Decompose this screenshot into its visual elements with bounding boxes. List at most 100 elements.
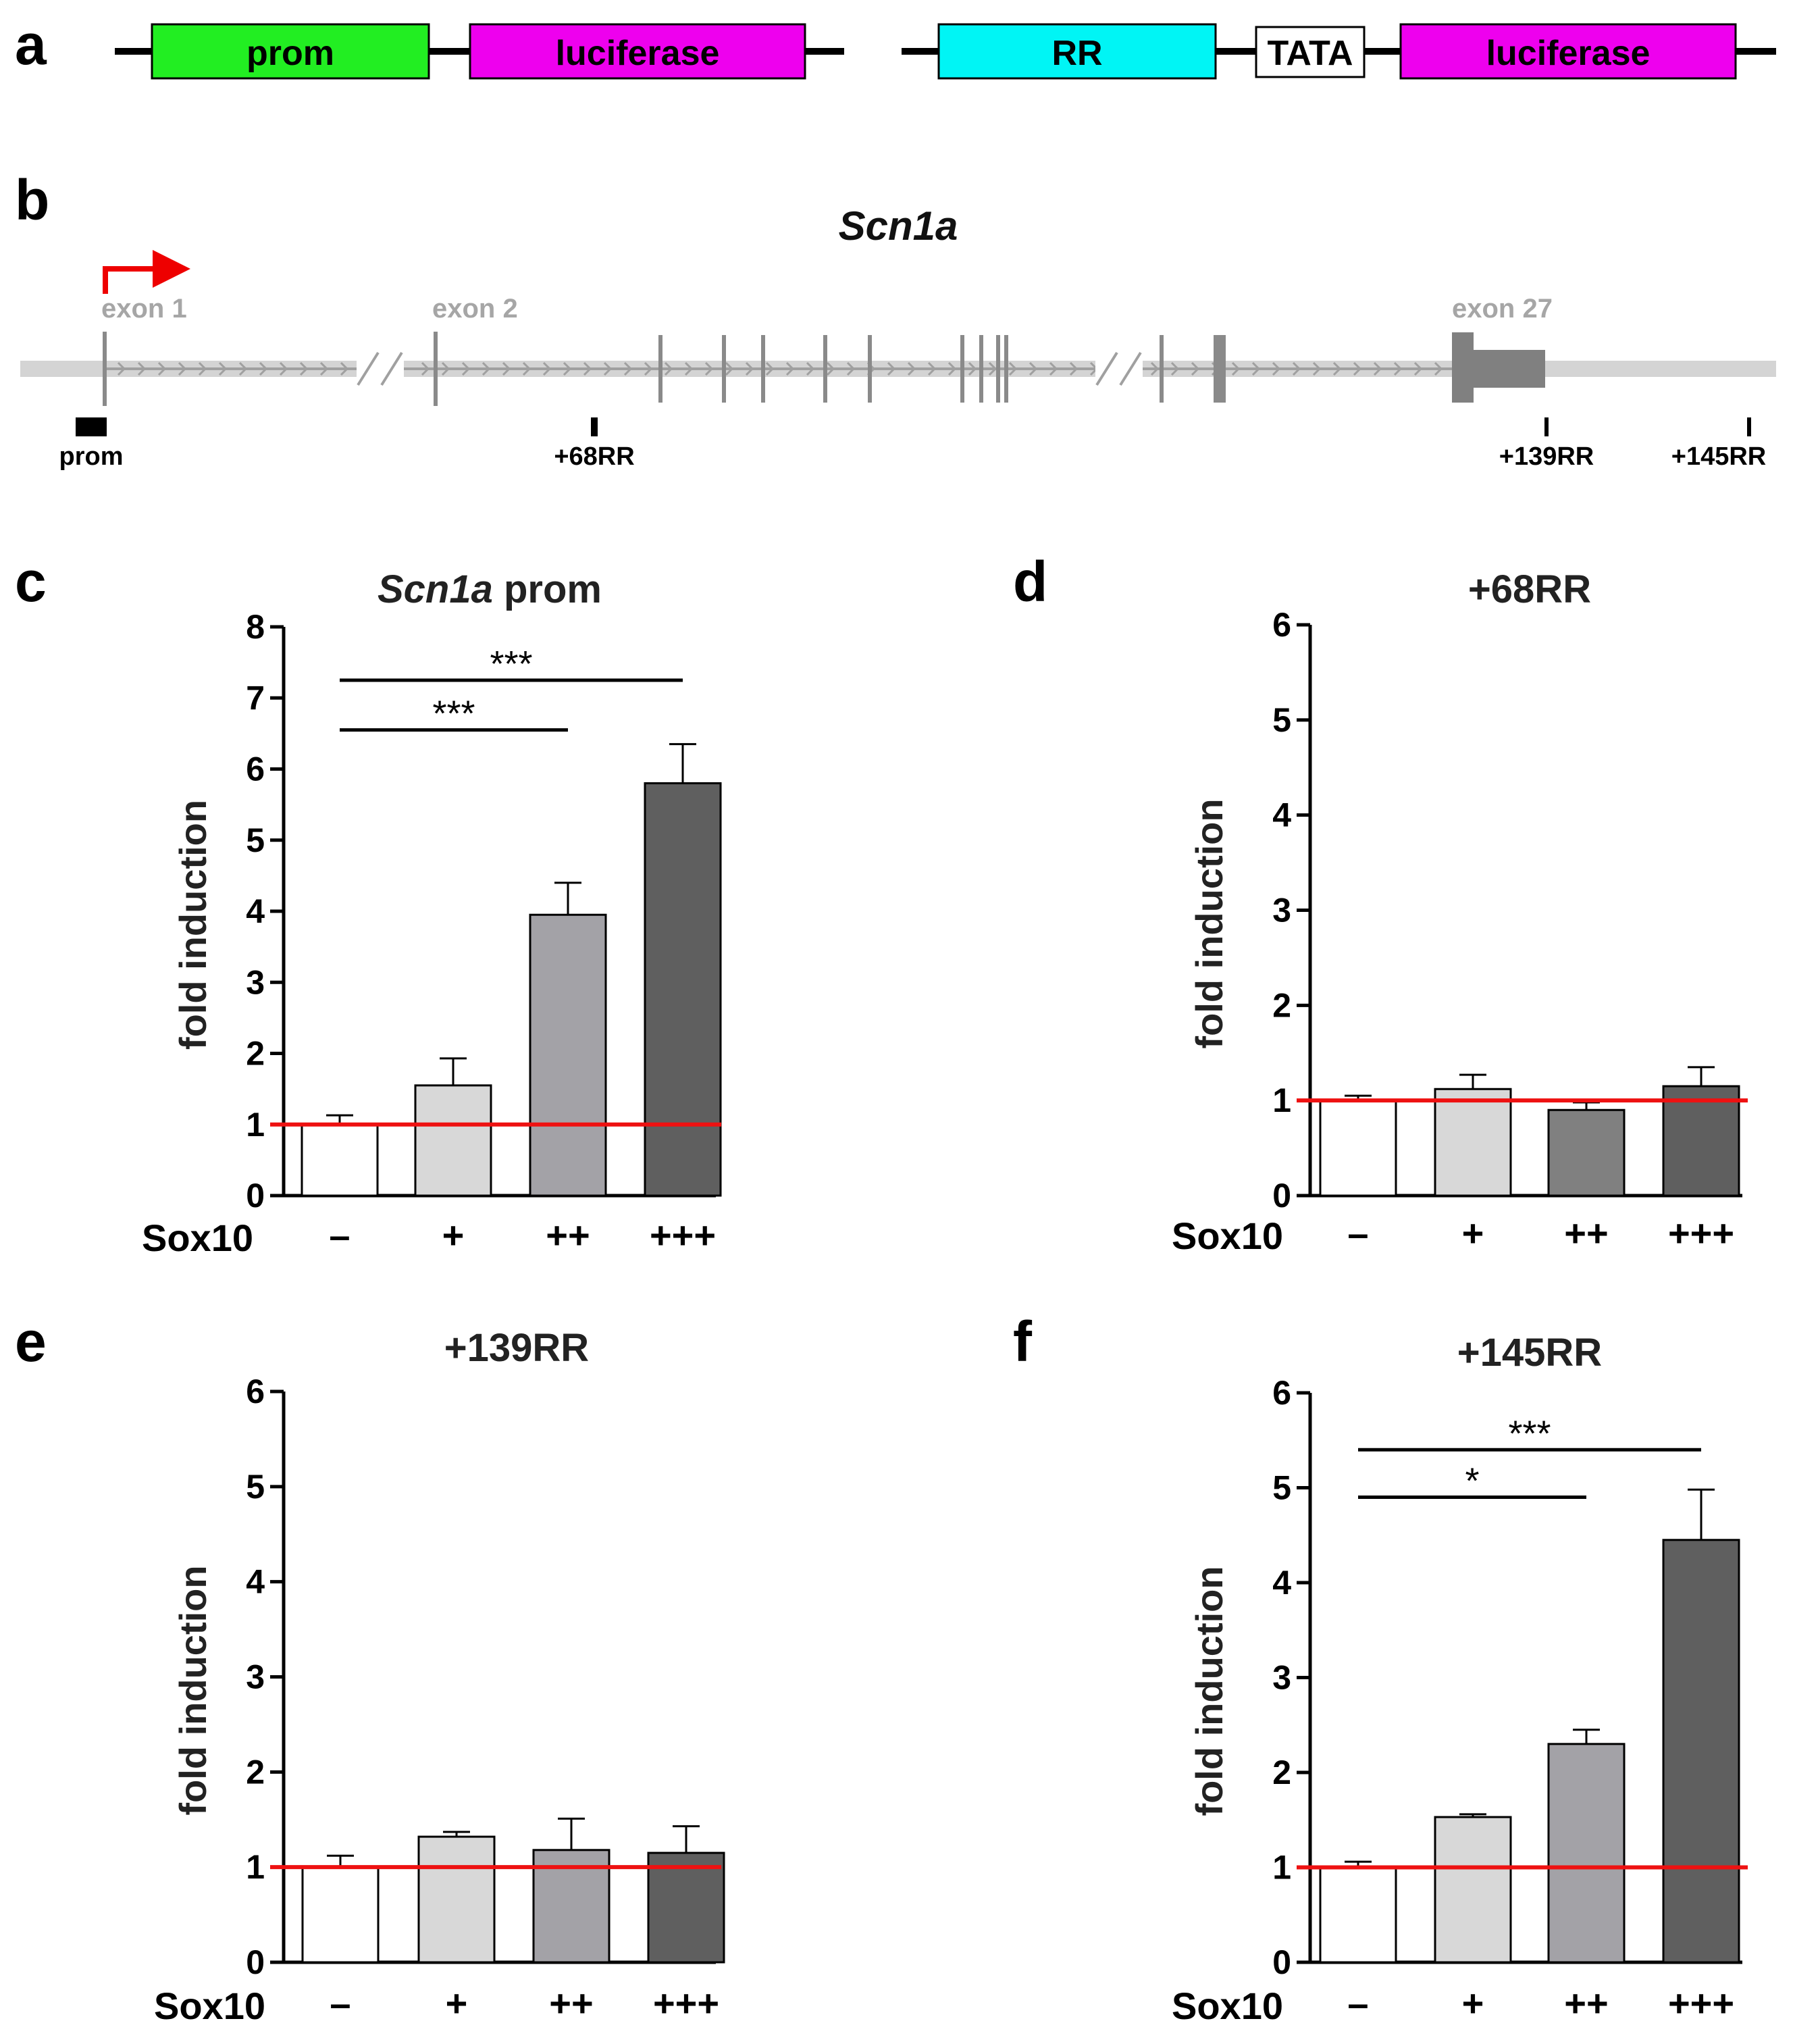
exon-27-utr (1474, 350, 1545, 388)
prom-region-label: prom (59, 442, 124, 471)
x-category-label: – (1347, 1982, 1368, 2024)
x-category-label: + (446, 1982, 468, 2024)
exon-mark (1214, 335, 1226, 403)
bar (417, 1835, 496, 1964)
intron-arrow-icon (947, 361, 957, 376)
intron-arrow-icon (218, 361, 228, 376)
gene-structure (20, 332, 1776, 406)
significance-label: *** (1508, 1413, 1551, 1454)
y-tick-label: 1 (246, 1848, 265, 1886)
y-tick-label: 1 (1272, 1081, 1291, 1119)
y-tick-label: 3 (246, 963, 265, 1001)
exon-mark (103, 332, 107, 406)
intron-arrow-icon (421, 361, 430, 376)
bar (1547, 1108, 1626, 1197)
bar (1434, 1088, 1512, 1197)
intron-arrow-icon (1008, 361, 1018, 376)
exon-mark (1160, 335, 1164, 403)
intron-arrow-icon (1191, 361, 1200, 376)
y-tick-label: 4 (1272, 1564, 1291, 1602)
y-tick-label: 7 (246, 679, 265, 717)
rr139-region-label: +139RR (1499, 442, 1594, 471)
bar (301, 1866, 380, 1964)
x-axis-title: Sox10 (1172, 1985, 1283, 2027)
panel-letter-e: e (15, 1310, 47, 1373)
intron-arrow-icon (137, 361, 147, 376)
regulatory-regions: prom +68RR +139RR +145RR (59, 417, 1766, 471)
y-tick-label: 1 (1272, 1849, 1291, 1887)
construct-promoter: prom luciferase (115, 23, 844, 80)
y-tick-label: 6 (246, 1373, 265, 1410)
bar (1662, 1539, 1740, 1964)
intron-arrow-icon (583, 361, 592, 376)
bar (301, 1123, 379, 1197)
chart-title-text: +139RR (444, 1326, 589, 1370)
rr-box-label: RR (1051, 34, 1102, 73)
intron-arrow-icon (522, 361, 531, 376)
y-tick-label: 3 (246, 1658, 265, 1696)
intron-arrow-icon (542, 361, 552, 376)
exon-label-27: exon 27 (1452, 294, 1553, 324)
y-tick-label: 2 (1272, 986, 1291, 1024)
x-axis-title: Sox10 (154, 1985, 265, 2027)
intron-arrow-icon (502, 361, 511, 376)
x-category-label: – (1347, 1212, 1368, 1254)
bar (1319, 1866, 1397, 1964)
intron-arrow-icon (1251, 361, 1261, 376)
significance-label: *** (432, 694, 475, 734)
intron-arrow-icon (1292, 361, 1301, 376)
intron-arrow-icon (1393, 361, 1403, 376)
rr68-region-label: +68RR (554, 442, 634, 471)
y-tick-label: 2 (246, 1753, 265, 1791)
x-category-label: ++ (1564, 1212, 1608, 1254)
exon-mark (996, 335, 1000, 403)
exon-mark (960, 335, 964, 403)
intron-arrow-icon (1353, 361, 1362, 376)
y-tick-label: 6 (1272, 1374, 1291, 1412)
intron-arrow-icon (785, 361, 795, 376)
y-axis-title: fold induction (172, 1565, 214, 1815)
tss-arrow-icon (103, 250, 190, 294)
panel-letter-b: b (15, 168, 49, 232)
intron-arrow-icon (603, 361, 613, 376)
chart-title-text: +145RR (1457, 1331, 1602, 1375)
exon-mark (868, 335, 872, 403)
x-category-label: +++ (653, 1982, 719, 2024)
chart-title: +139RR (444, 1326, 589, 1370)
chart-title-text: +68RR (1468, 567, 1591, 611)
x-category-label: + (442, 1214, 465, 1256)
exon-mark (434, 332, 438, 406)
bar (647, 1851, 725, 1964)
exon-label-2: exon 2 (432, 294, 518, 324)
exon-mark (823, 335, 827, 403)
exon-mark (658, 335, 662, 403)
exon-mark (1004, 335, 1008, 403)
bar (414, 1084, 492, 1197)
panel-letter-c: c (15, 550, 47, 613)
y-tick-label: 0 (246, 1943, 265, 1981)
y-tick-label: 4 (246, 1563, 265, 1601)
intron-arrow-icon (1413, 361, 1423, 376)
intron-arrow-icon (299, 361, 309, 376)
bar (529, 913, 607, 1197)
y-axis-title: fold induction (1188, 798, 1230, 1048)
intron-direction-arrows (117, 361, 1443, 376)
luciferase-box-label: luciferase (556, 34, 720, 73)
luciferase-box (469, 23, 806, 80)
significance-label: *** (490, 644, 532, 684)
chart-title: Scn1a prom (378, 567, 602, 611)
x-axis-title: Sox10 (1172, 1215, 1283, 1257)
significance-label: * (1465, 1461, 1479, 1502)
y-tick-label: 6 (1272, 606, 1291, 644)
exon-marks (103, 332, 1226, 406)
bar (1547, 1743, 1626, 1964)
intron-arrow-icon (1170, 361, 1180, 376)
intron-arrow-icon (259, 361, 268, 376)
intron-arrow-icon (238, 361, 248, 376)
intron-arrow-icon (806, 361, 815, 376)
intron-arrow-icon (927, 361, 937, 376)
intron-arrow-icon (279, 361, 288, 376)
tata-box-label: TATA (1267, 34, 1353, 73)
